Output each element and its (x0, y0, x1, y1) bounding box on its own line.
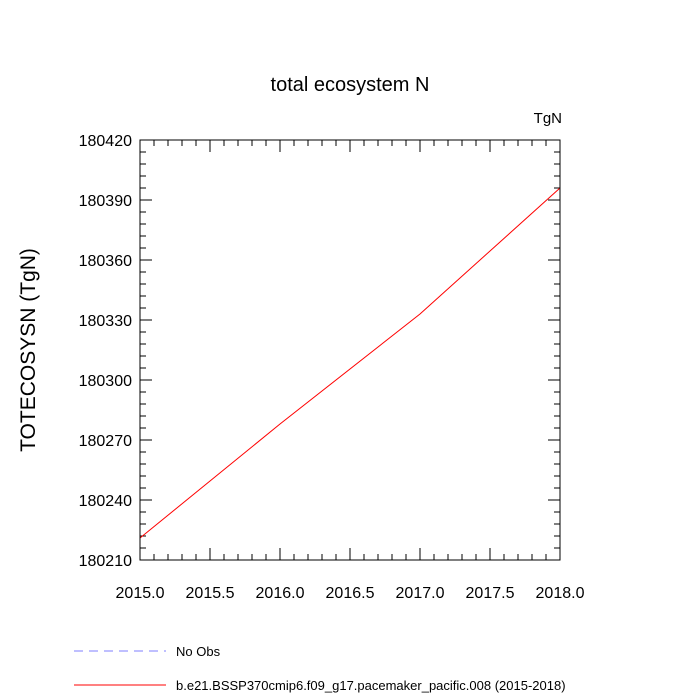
x-tick-label: 2016.5 (326, 585, 375, 602)
plot-frame (139, 139, 561, 561)
legend: No Obs b.e21.BSSP370cmip6.f09_g17.pacema… (74, 644, 566, 693)
legend-label-no-obs: No Obs (176, 644, 221, 659)
x-tick-labels: 2015.0 2015.5 2016.0 2016.5 2017.0 2017.5 2018… (116, 585, 585, 602)
y-tick-label: 180210 (79, 553, 132, 570)
y-tick-label: 180420 (79, 133, 132, 150)
y-tick-label: 180330 (79, 313, 132, 330)
x-tick-label: 2018.0 (536, 585, 585, 602)
y-tick-label: 180360 (79, 253, 132, 270)
x-tick-label: 2017.0 (396, 585, 445, 602)
y-tick-label: 180390 (79, 193, 132, 210)
x-tick-label: 2017.5 (466, 585, 515, 602)
series-lines (139, 187, 561, 539)
y-axis-label: TOTECOSYSN (TgN) (17, 248, 40, 452)
axis-ticks (139, 139, 561, 561)
x-tick-label: 2015.0 (116, 585, 165, 602)
y-tick-labels: 180210 180240 180270 180300 180330 180360 1803… (79, 133, 132, 570)
y-tick-label: 180300 (79, 373, 132, 390)
units-label: TgN (534, 110, 562, 127)
x-tick-label: 2015.5 (186, 585, 235, 602)
y-tick-label: 180270 (79, 433, 132, 450)
x-tick-label: 2016.0 (256, 585, 305, 602)
chart-title: total ecosystem N (271, 74, 430, 96)
series-line (139, 187, 561, 539)
y-tick-label: 180240 (79, 493, 132, 510)
legend-label-series: b.e21.BSSP370cmip6.f09_g17.pacemaker_pac… (176, 678, 566, 693)
